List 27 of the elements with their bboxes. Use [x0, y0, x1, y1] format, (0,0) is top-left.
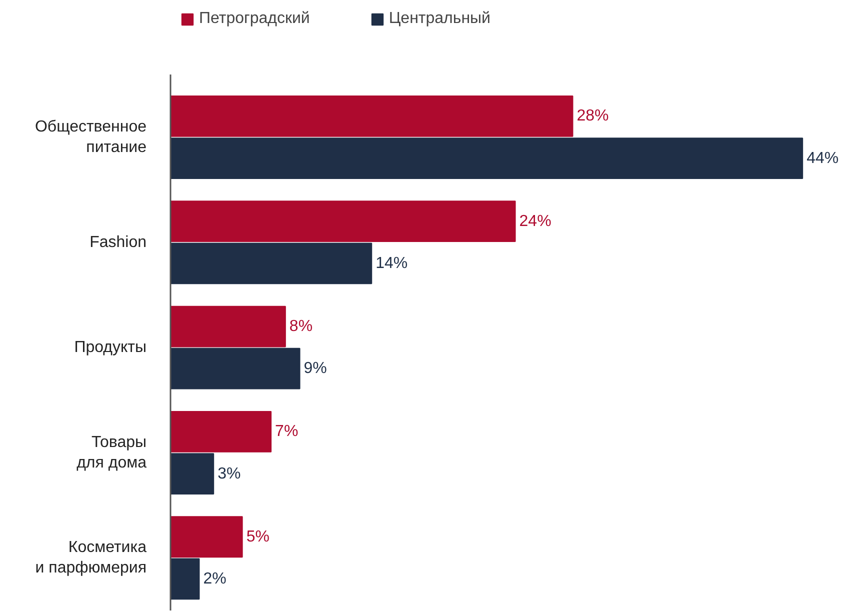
bar: [170, 242, 372, 284]
bar: [170, 306, 286, 348]
bar: [170, 95, 574, 137]
data-label: 9%: [304, 360, 327, 378]
data-label: 44%: [806, 150, 839, 167]
legend-label: Петроградский: [199, 10, 310, 28]
data-label: 24%: [519, 212, 552, 230]
bar: [170, 138, 804, 179]
bar: [170, 411, 272, 452]
y-tick-label: Косметика и парфюмерия: [35, 539, 147, 577]
bar: [170, 516, 243, 558]
y-tick-label: Fashion: [90, 234, 146, 251]
data-label: 7%: [275, 423, 298, 440]
y-tick-label: Продукты: [74, 339, 147, 356]
bar: [170, 453, 214, 494]
y-tick-label: Общественное питание: [34, 118, 147, 156]
data-label: 14%: [376, 254, 408, 272]
y-tick-label: Товары для дома: [76, 434, 147, 472]
legend-label: Центральный: [388, 10, 490, 28]
data-label: 5%: [246, 528, 270, 546]
bar: [170, 200, 516, 242]
bar: [170, 348, 300, 390]
data-label: 8%: [289, 318, 313, 336]
bar: [170, 558, 200, 600]
data-label: 2%: [203, 570, 226, 588]
data-label: 3%: [218, 465, 241, 482]
data-label: 28%: [576, 108, 609, 125]
